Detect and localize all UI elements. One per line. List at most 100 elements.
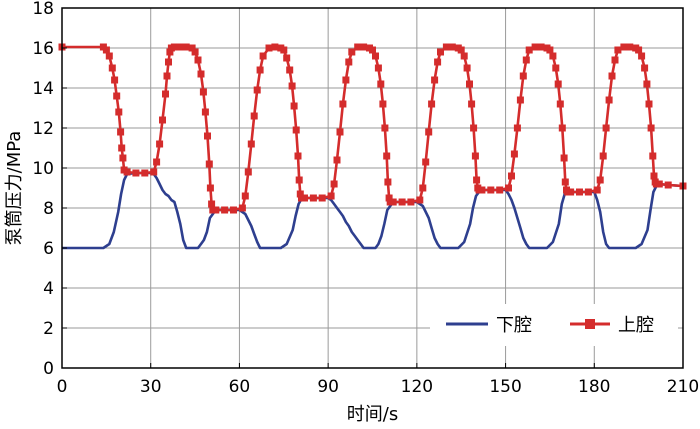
series-1-point-62 [301, 194, 308, 202]
series-1-point-96 [437, 48, 444, 56]
series-1-point-90 [419, 184, 427, 192]
series-1-point-66 [330, 180, 338, 188]
series-1-point-67 [333, 156, 341, 164]
series-1-point-20 [163, 72, 171, 80]
series-1-point-14 [141, 169, 149, 177]
series-1-point-142 [608, 72, 616, 80]
series-1-point-32 [201, 108, 209, 116]
series-1-point-52 [280, 46, 288, 54]
series-1-point-127 [554, 80, 562, 88]
series-1-point-45 [250, 112, 258, 120]
series-1-point-69 [339, 100, 347, 108]
series-1-point-114 [508, 172, 515, 180]
series-1-point-17 [156, 140, 164, 148]
series-1-point-41 [238, 204, 246, 212]
series-1-point-125 [549, 52, 557, 60]
series-1-point-126 [552, 64, 560, 72]
series-1-point-3 [105, 52, 113, 60]
series-1-point-135 [576, 188, 583, 196]
series-1-point-106 [471, 152, 479, 160]
y-axis-ticks: 0 2 4 6 8 10 12 14 16 18 [32, 0, 67, 379]
series-1-point-150 [641, 64, 649, 72]
series-1-point-124 [546, 46, 554, 54]
series-1-point-81 [381, 124, 389, 132]
series-1-point-6 [113, 92, 121, 100]
series-1-point-120 [525, 46, 533, 54]
legend: 下腔 上腔 [430, 304, 678, 346]
series-1-point-112 [496, 186, 504, 194]
legend-marker-upper-chamber [585, 319, 595, 329]
series-1-point-58 [294, 152, 302, 160]
series-1-point-19 [162, 90, 169, 98]
series-1-point-79 [377, 80, 385, 88]
series-1-point-97 [442, 43, 450, 51]
series-1-point-34 [205, 160, 213, 168]
y-tick-label-2: 4 [43, 279, 54, 299]
series-1-point-74 [360, 43, 368, 51]
y-tick-label-3: 6 [43, 239, 54, 259]
series-1-point-107 [473, 176, 481, 184]
series-1-point-53 [283, 54, 291, 62]
x-tick-label-4: 120 [401, 377, 433, 397]
series-1-point-129 [558, 124, 566, 132]
series-1-point-71 [345, 58, 353, 66]
series-1-point-9 [118, 144, 126, 152]
series-1-point-7 [115, 108, 123, 116]
legend-label-upper-chamber: 上腔 [618, 315, 654, 336]
y-tick-label-9: 18 [32, 0, 54, 19]
series-1-point-46 [253, 86, 261, 94]
series-1-point-64 [318, 194, 326, 202]
series-1-point-22 [166, 48, 174, 56]
series-1-point-16 [153, 158, 161, 166]
series-1-point-80 [379, 100, 387, 108]
series-1-point-77 [372, 52, 379, 60]
series-1-point-49 [265, 44, 273, 52]
series-1-point-12 [123, 168, 131, 176]
series-1-point-29 [194, 56, 202, 64]
series-1-point-101 [460, 52, 468, 60]
series-1-point-50 [271, 43, 279, 51]
series-1-point-28 [191, 48, 199, 56]
series-1-point-100 [457, 46, 465, 54]
series-1-point-92 [425, 128, 433, 136]
series-1-point-47 [256, 66, 264, 74]
series-1-point-31 [199, 88, 207, 96]
series-1-point-60 [296, 190, 304, 198]
series-1-point-10 [119, 154, 127, 162]
series-1-point-43 [244, 168, 252, 176]
series-1-point-134 [567, 188, 575, 196]
x-tick-label-2: 60 [229, 377, 251, 397]
legend-label-lower-chamber: 下腔 [496, 315, 532, 336]
series-1-point-15 [150, 168, 158, 176]
series-1-point-38 [212, 206, 220, 214]
series-1-point-30 [197, 70, 205, 78]
series-1-point-35 [206, 184, 214, 192]
series-1-point-119 [522, 56, 530, 64]
series-1-point-116 [513, 124, 521, 132]
series-1-point-4 [108, 64, 116, 72]
series-1-point-149 [638, 52, 646, 60]
series-1-point-102 [463, 64, 471, 72]
series-1-point-72 [348, 48, 356, 56]
series-1-point-146 [626, 43, 634, 51]
y-tick-label-1: 2 [43, 319, 54, 339]
series-1-point-86 [389, 198, 397, 206]
series-1-point-5 [111, 76, 119, 84]
series-1-point-98 [448, 43, 456, 51]
series-1-point-91 [422, 158, 430, 166]
y-tick-label-5: 10 [32, 159, 54, 179]
x-tick-label-1: 30 [140, 377, 162, 397]
series-1-point-95 [434, 58, 442, 66]
series-1-point-105 [470, 124, 478, 132]
series-1-point-111 [487, 186, 495, 194]
series-1-point-18 [159, 116, 166, 124]
x-tick-label-0: 0 [57, 377, 68, 397]
x-tick-label-5: 150 [489, 377, 521, 397]
series-1-point-104 [468, 100, 476, 108]
series-1-point-122 [537, 43, 545, 51]
series-1-point-65 [327, 192, 335, 200]
series-1-point-59 [295, 176, 303, 184]
series-1-point-55 [288, 82, 296, 90]
series-1-point-39 [221, 206, 229, 214]
series-1-point-33 [204, 132, 211, 140]
